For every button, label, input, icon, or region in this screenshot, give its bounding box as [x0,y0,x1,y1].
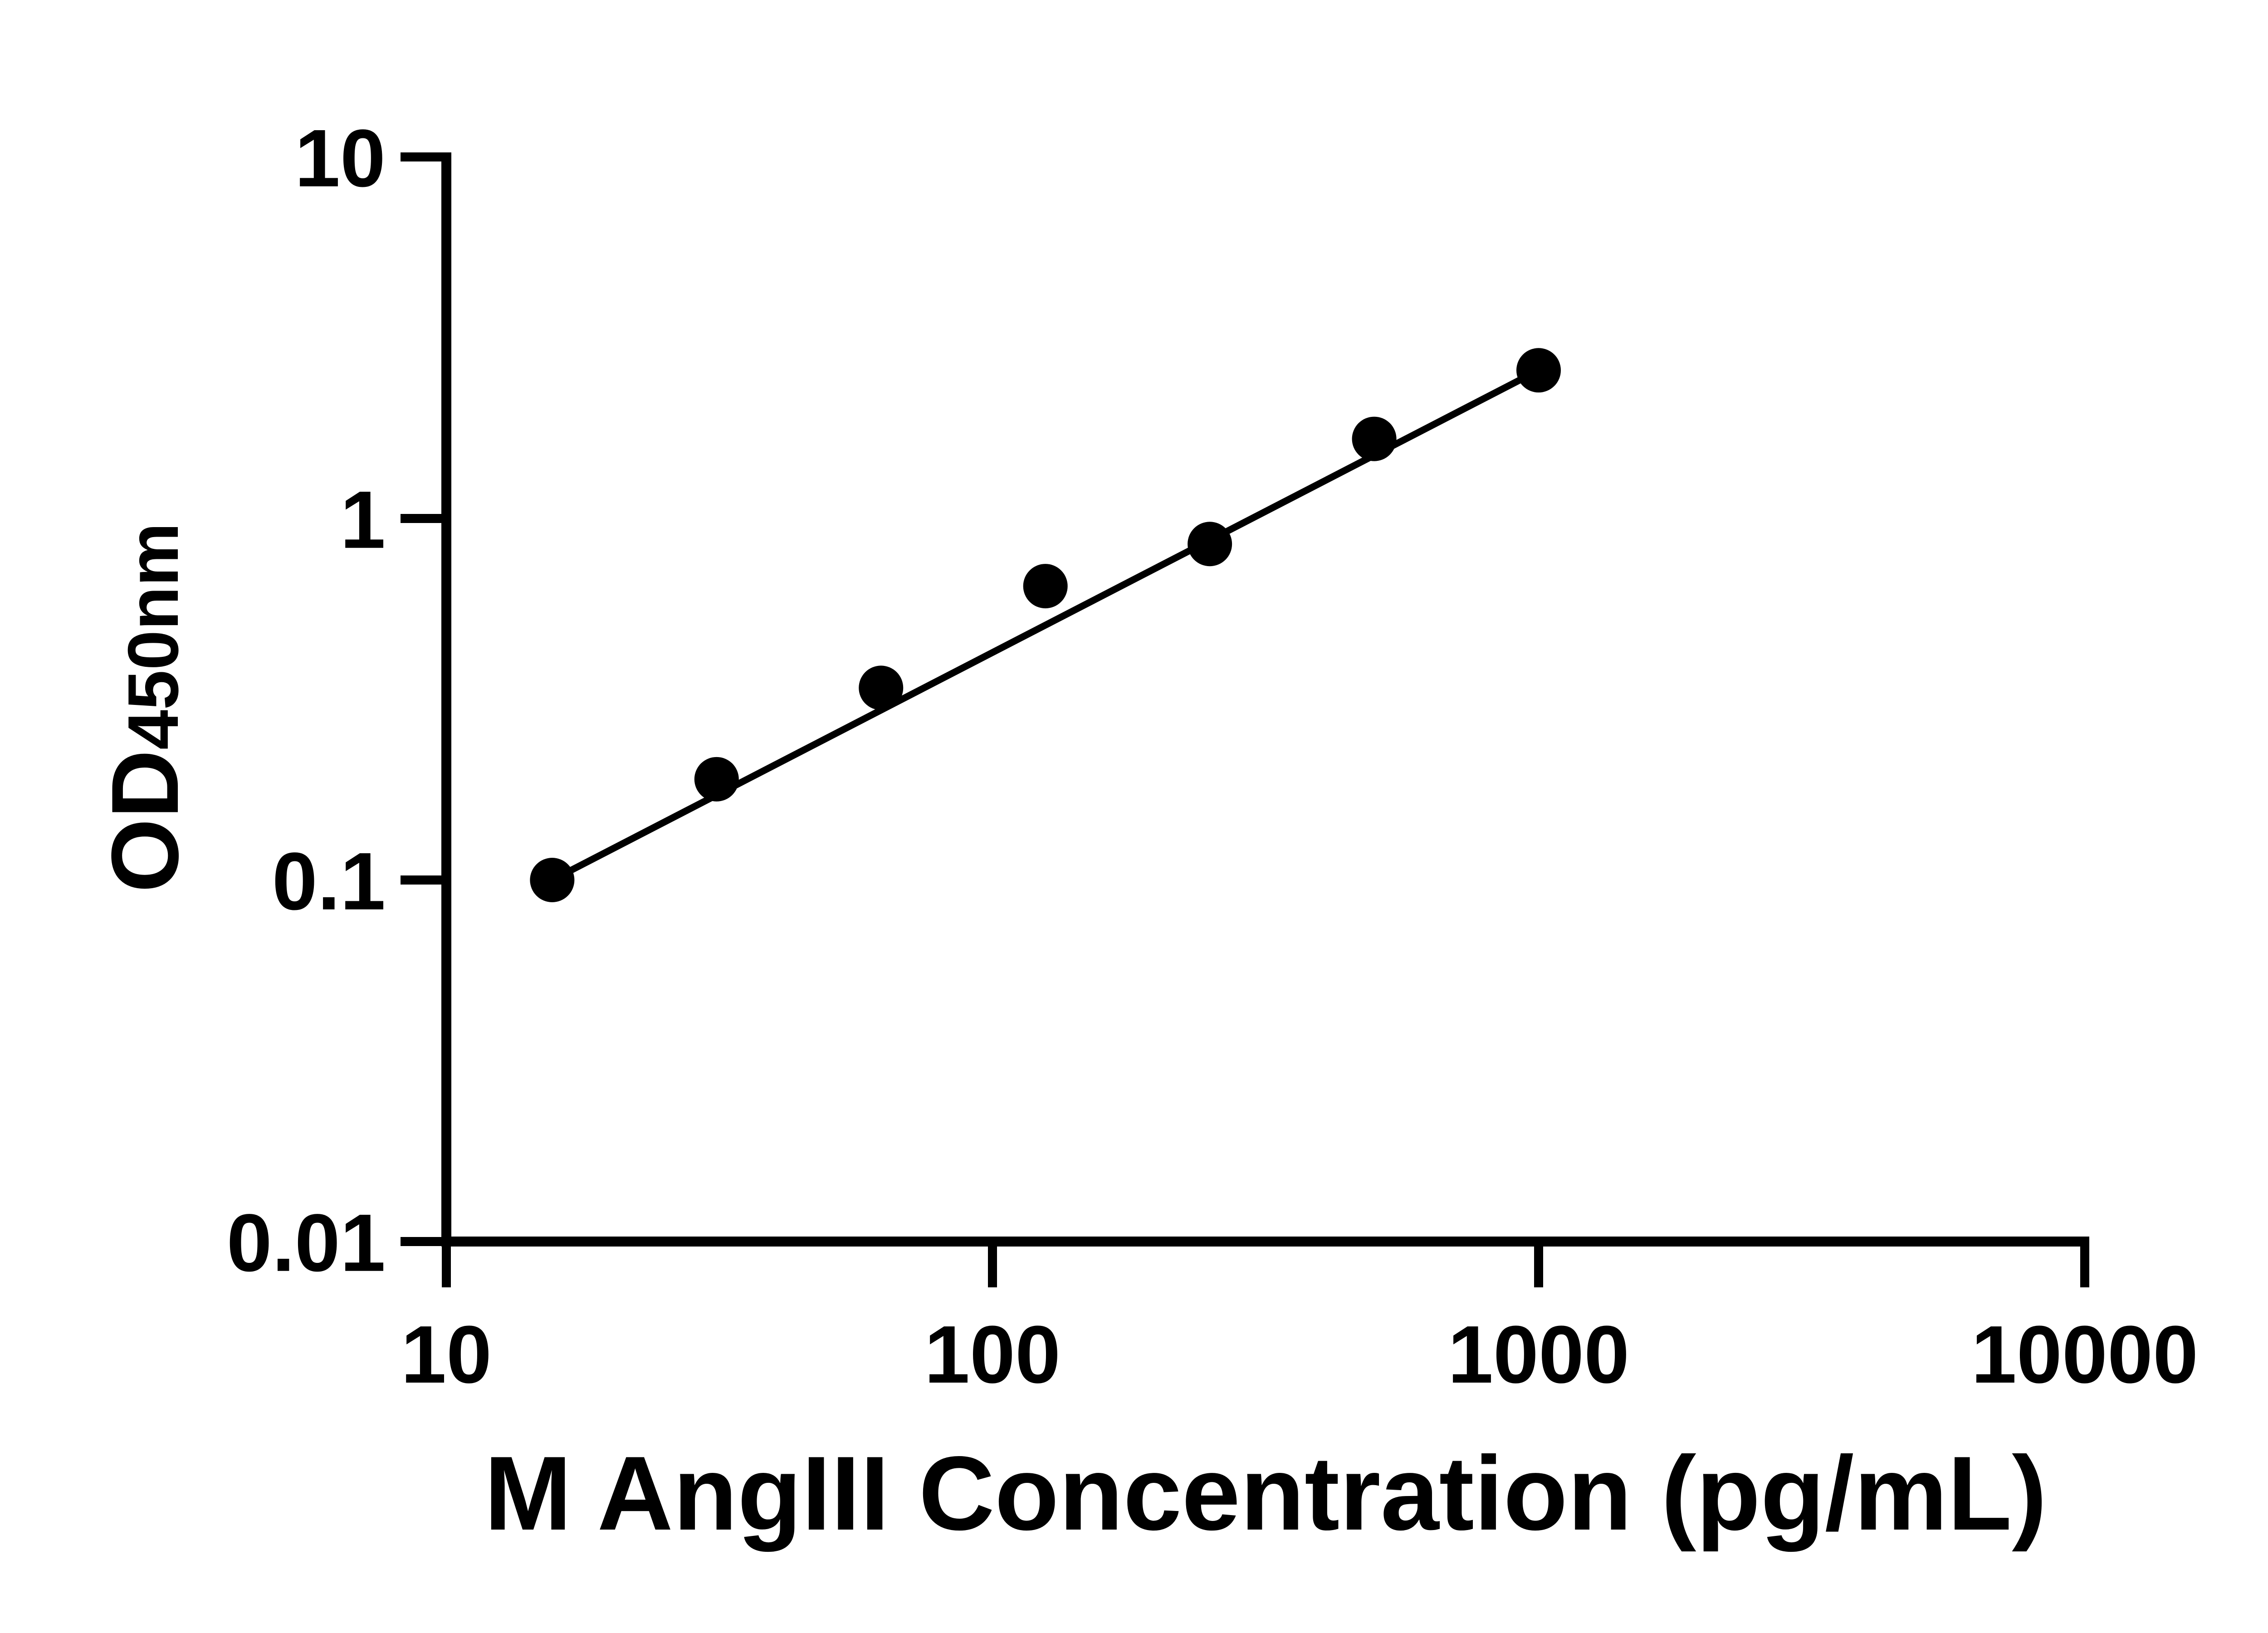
y-axis-title: OD450nm [92,523,198,893]
y-tick-label: 0.01 [227,1198,386,1289]
x-tick-label: 10 [401,1309,492,1400]
series-group [530,348,1561,902]
data-point [694,757,739,802]
axes-group [441,152,2089,1247]
data-point [1352,416,1397,461]
data-point [1023,564,1068,609]
x-tick-label: 100 [924,1309,1061,1400]
data-point [1516,348,1561,393]
y-tick-label: 0.1 [272,836,386,927]
data-point [859,665,904,710]
y-tick-label: 1 [340,474,386,566]
x-tick-label: 10000 [1971,1309,2199,1400]
data-point [530,858,575,902]
ticks-group [401,152,2089,1287]
x-axis-title: M AngIII Concentration (pg/mL) [484,1435,2047,1552]
y-axis-title-main: OD [92,750,198,893]
y-tick-label: 10 [295,113,386,204]
tick-labels-group: 10 100 1000 10000 10 1 0.1 0.01 [227,113,2199,1400]
x-tick-label: 1000 [1448,1309,1629,1400]
data-point [1188,522,1232,567]
y-axis-title-sub: 450nm [113,523,193,750]
